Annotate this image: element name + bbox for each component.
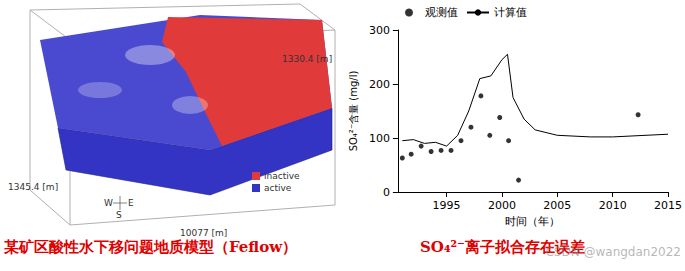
svg-text:2000: 2000 [488, 199, 516, 212]
html-text:SO₄²⁻离子拟合存在误差: SO₄²⁻离子拟合存在误差 [420, 238, 585, 256]
html-text:CSDN @wangdan2022: CSDN @wangdan2022 [545, 245, 681, 259]
svg-text:inactive: inactive [264, 171, 300, 181]
svg-text:观测值: 观测值 [425, 6, 458, 19]
svg-text:200: 200 [369, 78, 390, 91]
svg-text:300: 300 [369, 24, 390, 37]
svg-text:100: 100 [369, 132, 390, 145]
svg-text:E: E [128, 198, 134, 208]
svg-text:计算值: 计算值 [494, 6, 527, 19]
svg-text:时间（年）: 时间（年） [505, 215, 560, 228]
svg-text:10077 [m]: 10077 [m] [180, 228, 227, 238]
svg-text:S: S [116, 210, 122, 220]
svg-text:2015: 2015 [654, 199, 682, 212]
html-text:某矿区酸性水下移问题地质模型（Feflow）: 某矿区酸性水下移问题地质模型（Feflow） [4, 238, 298, 256]
svg-text:1330.4 [m]: 1330.4 [m] [282, 54, 332, 64]
svg-text:W: W [104, 198, 113, 208]
svg-text:active: active [264, 183, 292, 193]
svg-text:0: 0 [383, 186, 390, 199]
svg-text:SO₄²⁻含量 (mg/l): SO₄²⁻含量 (mg/l) [348, 71, 359, 152]
svg-text:2005: 2005 [543, 199, 571, 212]
svg-text:2010: 2010 [599, 199, 627, 212]
svg-text:1345.4 [m]: 1345.4 [m] [8, 182, 58, 192]
svg-text:1995: 1995 [433, 199, 461, 212]
